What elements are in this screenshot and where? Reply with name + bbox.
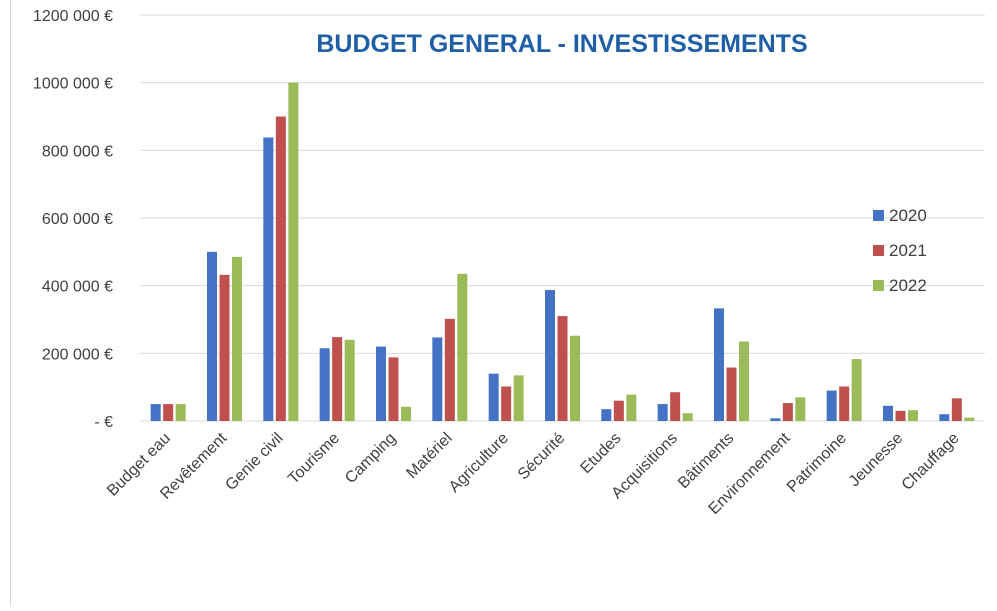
bar-2020 [376,346,386,421]
bar-2020 [939,414,950,421]
chart-left-border [10,0,11,606]
bar-2020 [488,373,499,421]
x-tick-label: Sécurité [515,430,569,484]
bar-2021 [219,274,230,421]
bar-2022 [964,417,975,421]
bar-2022 [513,375,524,421]
bar-2021 [388,357,399,421]
legend-label: 2021 [889,241,927,260]
bar-2022 [739,341,749,421]
bar-2022 [401,406,411,421]
legend-swatch-2020 [873,210,884,221]
bar-2020 [319,348,330,421]
bar-2021 [782,403,793,421]
bar-2021 [951,398,962,421]
x-tick-label: Matériel [403,430,455,482]
x-tick-label: Chauffage [899,430,963,494]
y-tick-label: 200 000 € [42,346,113,363]
bar-2022 [457,273,468,421]
bar-2020 [432,337,443,421]
x-tick-label: Tourisme [285,430,343,488]
bar-2020 [657,404,668,421]
bar-2022 [570,335,580,421]
y-tick-label: 600 000 € [42,211,113,228]
bar-2020 [770,418,781,421]
bar-2020 [714,308,724,421]
legend-swatch-2021 [873,245,884,256]
bar-2022 [175,404,186,421]
bar-2021 [163,404,174,421]
bar-2021 [895,410,906,421]
bar-2021 [839,386,850,421]
legend-label: 2022 [889,276,927,295]
bar-2021 [501,386,512,421]
chart-title: BUDGET GENERAL - INVESTISSEMENTS [316,30,807,58]
bar-2022 [626,394,637,421]
x-tick-label: Etudes [577,430,624,477]
x-tick-label: Jeunesse [846,430,907,491]
bar-2020 [150,404,161,421]
x-tick-label: Camping [342,430,399,487]
y-tick-label: 1200 000 € [33,8,113,25]
bar-2022 [851,359,862,421]
y-tick-label: - € [94,414,113,431]
x-tick-label: Agriculture [446,430,512,496]
bar-2020 [545,290,555,421]
bar-2022 [288,82,299,422]
bar-2020 [883,405,893,421]
bar-2020 [263,137,274,421]
y-tick-label: 800 000 € [42,143,113,160]
bar-2021 [726,367,737,421]
y-tick-label: 1000 000 € [33,76,113,93]
bar-2022 [908,410,918,421]
bar-2022 [344,339,355,421]
legend-swatch-2022 [873,280,884,291]
x-tick-label: Genie civil [222,430,286,494]
bar-2020 [207,251,217,421]
bar-2020 [601,409,612,421]
bar-2021 [557,316,568,421]
y-tick-label: 400 000 € [42,279,113,296]
bar-2022 [795,397,806,421]
bar-2022 [232,256,242,421]
bar-2021 [613,400,624,421]
bar-2021 [670,392,681,421]
legend-label: 2020 [889,206,927,225]
x-tick-label: Patrimoine [784,430,850,496]
bar-2021 [444,318,455,421]
bar-2020 [826,390,837,421]
bar-2021 [275,116,286,421]
bar-2021 [332,337,343,421]
bar-2022 [682,413,693,421]
